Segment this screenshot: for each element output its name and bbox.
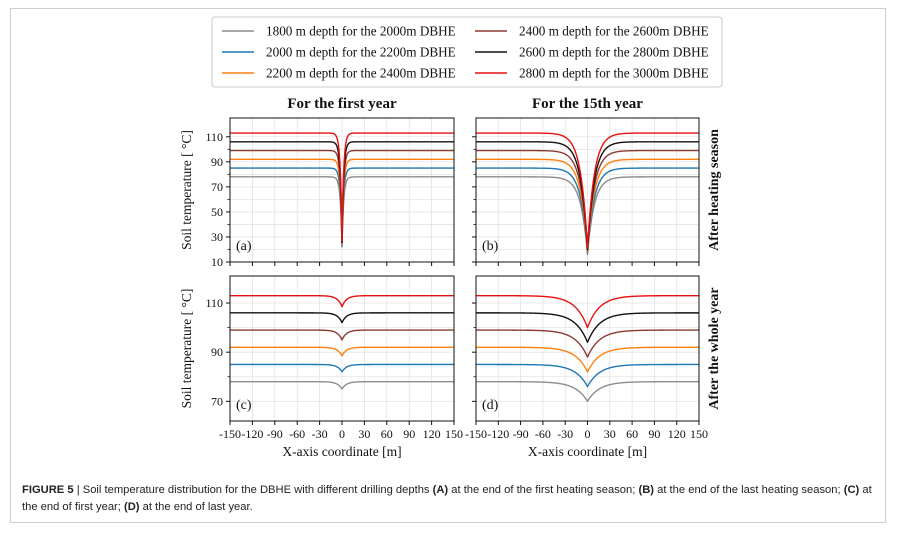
- column-title-1: For the first year: [287, 96, 397, 112]
- row-label-2: After the whole year: [707, 287, 722, 409]
- y-axis-label-2: Soil temperature [ °C]: [179, 289, 194, 409]
- legend-entry-4: 2600 m depth for the 2800m DBHE: [519, 45, 709, 60]
- panel-a-series-2: [230, 167, 454, 247]
- panel-d-series-4: [476, 329, 699, 358]
- caption-text-2: at the end of the first heating season;: [448, 484, 639, 496]
- panel-d-label: (d): [482, 398, 499, 413]
- panel-a-ytick-label-10: 10: [211, 255, 223, 269]
- caption-bold-b: (B): [638, 484, 655, 496]
- panel-a-ytick-label-50: 50: [211, 205, 223, 219]
- panel-d-xtick-label-0: 0: [585, 427, 591, 441]
- panel-c-series-5: [230, 312, 454, 324]
- caption-bold-c: (C): [843, 484, 860, 496]
- caption-text-4: at the end of first year;: [22, 484, 872, 513]
- legend-box: [211, 16, 723, 88]
- panel-a-ytick-label-110: 110: [205, 130, 223, 144]
- panel-a-series-1: [230, 176, 454, 248]
- panel-c-xtick-label--150: -150: [219, 427, 241, 441]
- panel-c-xtick-label--90: -90: [267, 427, 283, 441]
- panel-c-xtick-label-120: 120: [423, 427, 441, 441]
- panel-c-xtick-label-90: 90: [403, 427, 415, 441]
- y-axis-label-1: Soil temperature [ °C]: [179, 130, 194, 250]
- panel-a-ytick-label-70: 70: [211, 180, 223, 194]
- panel-d-xtick-label-60: 60: [626, 427, 638, 441]
- caption-text-3: at the end of the last heating season;: [654, 484, 844, 496]
- row-label-1: After heating season: [707, 129, 722, 251]
- caption-figure-label: FIGURE 5: [22, 484, 74, 496]
- panel-b-series-3: [476, 158, 699, 253]
- panel-c-xtick-label--60: -60: [289, 427, 305, 441]
- panel-b-series-5: [476, 141, 699, 251]
- caption-text-5: at the end of last year.: [139, 501, 253, 513]
- panel-d-series-3: [476, 346, 699, 373]
- panel-c-xtick-label-0: 0: [339, 427, 345, 441]
- panel-a-ytick-label-90: 90: [211, 155, 223, 169]
- panel-a-series-5: [230, 141, 454, 243]
- panel-b-series-4: [476, 149, 699, 252]
- figure-caption: FIGURE 5 | Soil temperature distribution…: [22, 482, 872, 516]
- panel-c-series-6: [230, 294, 454, 308]
- panel-d-xtick-label-120: 120: [668, 427, 686, 441]
- panel-c-xtick-label-150: 150: [445, 427, 463, 441]
- panel-c-xtick-label--120: -120: [241, 427, 263, 441]
- panel-c-series-4: [230, 329, 454, 341]
- panel-a-ytick-label-30: 30: [211, 230, 223, 244]
- panel-d-series-6: [476, 294, 699, 329]
- caption-text-1: Soil temperature distribution for the DB…: [82, 484, 433, 496]
- panel-c-xtick-label-60: 60: [381, 427, 393, 441]
- panel-c-ytick-label-110: 110: [205, 296, 223, 310]
- panel-b-label: (b): [482, 239, 499, 254]
- panel-b-series-2: [476, 167, 699, 254]
- panel-d-xtick-label--150: -150: [465, 427, 487, 441]
- legend-entry-3: 2000 m depth for the 2200m DBHE: [266, 45, 456, 60]
- panel-c-ytick-label-90: 90: [211, 345, 223, 359]
- panel-a-series-3: [230, 158, 454, 246]
- legend-entry-6: 2800 m depth for the 3000m DBHE: [519, 66, 709, 81]
- panel-d-series-5: [476, 312, 699, 344]
- caption-separator: |: [73, 484, 83, 496]
- panel-d-xtick-label--30: -30: [557, 427, 573, 441]
- column-title-2: For the 15th year: [532, 96, 643, 112]
- panel-c-xtick-label--30: -30: [312, 427, 328, 441]
- panel-d-series-2: [476, 363, 699, 388]
- caption-bold-d: (D): [123, 501, 140, 513]
- legend-entry-1: 1800 m depth for the 2000m DBHE: [266, 24, 456, 39]
- panel-d-xtick-label--60: -60: [535, 427, 551, 441]
- panel-c-xtick-label-30: 30: [358, 427, 370, 441]
- panel-c-series-3: [230, 346, 454, 357]
- panel-c-series-2: [230, 363, 454, 373]
- panel-d-series-1: [476, 380, 699, 403]
- x-axis-label-1: X-axis coordinate [m]: [282, 444, 401, 459]
- panel-a-series-6: [230, 132, 454, 242]
- panel-d-xtick-label-90: 90: [648, 427, 660, 441]
- panel-d-xtick-label--120: -120: [487, 427, 509, 441]
- panel-c-ytick-label-70: 70: [211, 394, 223, 408]
- panel-d-xtick-label--90: -90: [513, 427, 529, 441]
- panel-c-label: (c): [236, 398, 252, 413]
- x-axis-label-2: X-axis coordinate [m]: [528, 444, 647, 459]
- panel-a-series-4: [230, 149, 454, 244]
- legend-entry-2: 2400 m depth for the 2600m DBHE: [519, 24, 709, 39]
- panel-b-series-1: [476, 176, 699, 256]
- legend-entry-5: 2200 m depth for the 2400m DBHE: [266, 66, 456, 81]
- panel-b-series-6: [476, 132, 699, 249]
- panel-d-xtick-label-30: 30: [604, 427, 616, 441]
- panel-a-label: (a): [236, 239, 252, 254]
- figure-frame: [10, 8, 886, 523]
- panel-d-xtick-label-150: 150: [690, 427, 708, 441]
- caption-bold-a: (A): [432, 484, 449, 496]
- panel-c-series-1: [230, 380, 454, 390]
